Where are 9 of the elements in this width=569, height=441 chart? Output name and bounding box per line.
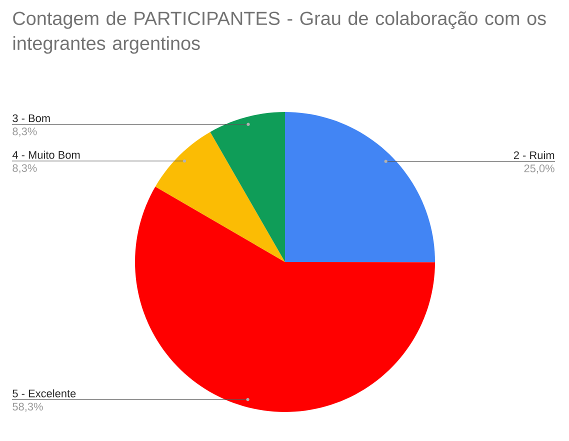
- data-label: 25,0%: [524, 164, 554, 174]
- data-label: 58,3%: [12, 402, 43, 412]
- chart-title: Contagem de PARTICIPANTES - Grau de colaboração com os integrantes argentinos: [13, 11, 546, 54]
- slice-label: 4 - Muito Bom: [12, 150, 80, 159]
- data-label: 8,3%: [12, 164, 37, 174]
- slice-label: 3 - Bom: [12, 114, 50, 122]
- slice-label: 2 - Ruim: [514, 151, 554, 160]
- data-label: 8,3%: [12, 128, 37, 137]
- slice-label: 5 - Excelente: [12, 389, 76, 398]
